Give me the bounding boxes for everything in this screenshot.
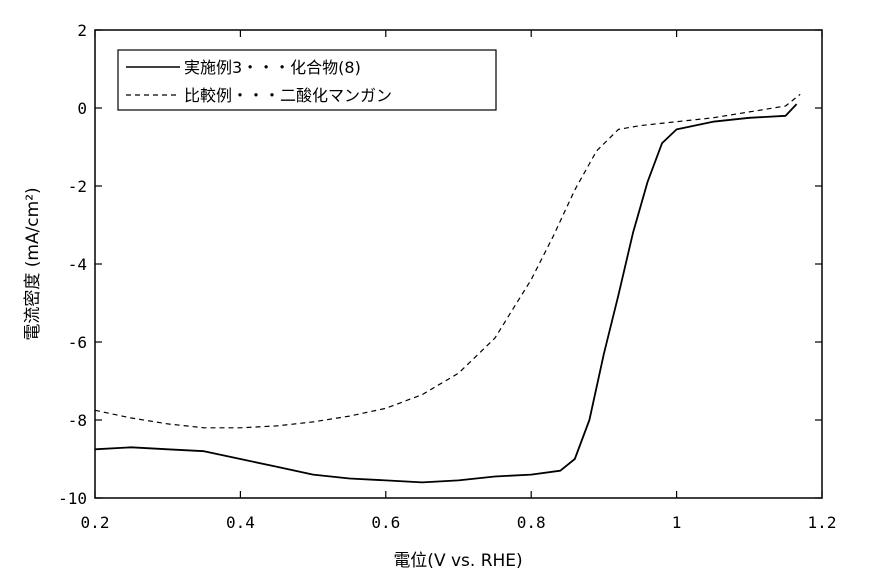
y-tick-label: -10: [58, 489, 87, 508]
y-tick-label: -6: [68, 333, 87, 352]
y-tick-label: 0: [77, 99, 87, 118]
series-line-2: [94, 93, 801, 429]
y-tick-label: -8: [68, 411, 87, 430]
series-line-1: [94, 103, 798, 484]
y-tick-label: 2: [77, 21, 87, 40]
x-tick-labels: 0.2 0.4 0.6 0.8 1 1.2: [81, 513, 837, 532]
x-axis-title: 電位(V vs. RHE): [393, 551, 522, 571]
legend-box: [117, 49, 497, 111]
x-tick-label: 1: [672, 513, 682, 532]
x-tick-label: 0.2: [81, 513, 110, 532]
tick-marks: [94, 29, 823, 499]
series-lines: [94, 93, 801, 484]
legend: 実施例3・・・化合物(8) 比較例・・・二酸化マンガン: [117, 49, 497, 111]
y-tick-labels: 2 0 -2 -4 -6 -8 -10: [58, 21, 87, 508]
x-tick-label: 0.4: [226, 513, 255, 532]
y-tick-label: -2: [68, 177, 87, 196]
x-tick-label: 1.2: [808, 513, 837, 532]
x-tick-label: 0.8: [517, 513, 546, 532]
legend-label-series-1: 実施例3・・・化合物(8): [184, 58, 361, 77]
x-tick-label: 0.6: [371, 513, 400, 532]
y-tick-label: -4: [68, 255, 87, 274]
y-axis-title: 電流密度 (mA/cm²): [23, 187, 43, 340]
legend-label-series-2: 比較例・・・二酸化マンガン: [184, 86, 392, 105]
